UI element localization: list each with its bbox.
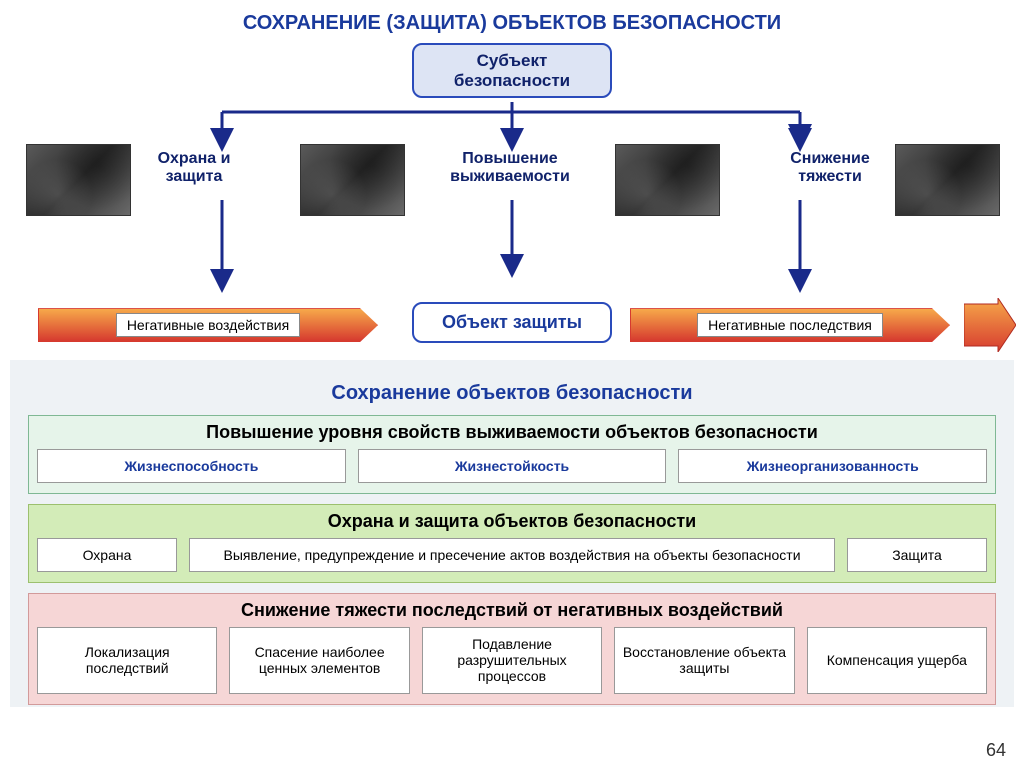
flow-row: Негативные воздействия Объект защиты Нег… [14, 302, 1010, 348]
sec2-item-1: Охрана [37, 538, 177, 572]
photo-4 [895, 144, 1000, 216]
connector-lines [0, 102, 1024, 302]
photo-3 [615, 144, 720, 216]
branch-2: Повышение выживаемости [300, 150, 720, 187]
sec3-item-5: Компенсация ущерба [807, 627, 987, 693]
flow-area: Охрана и защита Повышение выживаемости С… [0, 102, 1024, 302]
mega-section: Сохранение объектов безопасности Повышен… [10, 360, 1014, 706]
photo-1 [26, 144, 131, 216]
sec1-item-2: Жизнестойкость [358, 449, 667, 483]
flow-right-label: Негативные последствия [697, 313, 883, 337]
sec3-item-4: Восстановление объекта защиты [614, 627, 794, 693]
sec2-item-2: Выявление, предупреждение и пресечение а… [189, 538, 835, 572]
section-protection: Охрана и защита объектов безопасности Ох… [28, 504, 996, 583]
page-title: СОХРАНЕНИЕ (ЗАЩИТА) ОБЪЕКТОВ БЕЗОПАСНОСТ… [0, 0, 1024, 43]
branch-3: Снижение тяжести [760, 150, 1010, 187]
object-node: Объект защиты [412, 302, 612, 343]
flow-left-label: Негативные воздействия [116, 313, 300, 337]
section-survivability: Повышение уровня свойств выживаемости об… [28, 415, 996, 494]
flow-right-band: Негативные последствия [630, 308, 950, 342]
sec2-item-3: Защита [847, 538, 987, 572]
sec3-item-1: Локализация последствий [37, 627, 217, 693]
branch-3-label: Снижение тяжести [760, 150, 900, 187]
sec2-title: Охрана и защита объектов безопасности [37, 511, 987, 532]
end-arrow-icon [964, 298, 1016, 352]
photo-2 [300, 144, 405, 216]
sec3-title: Снижение тяжести последствий от негативн… [37, 600, 987, 621]
subject-node: Субъект безопасности [412, 43, 612, 98]
section-mitigation: Снижение тяжести последствий от негативн… [28, 593, 996, 704]
page-number: 64 [986, 740, 1006, 761]
mega-title: Сохранение объектов безопасности [14, 382, 1010, 405]
sec3-item-3: Подавление разрушительных процессов [422, 627, 602, 693]
flow-left-band: Негативные воздействия [38, 308, 378, 342]
branch-1: Охрана и защита [34, 150, 254, 187]
sec1-item-3: Жизнеорганизованность [678, 449, 987, 483]
sec1-title: Повышение уровня свойств выживаемости об… [37, 422, 987, 443]
sec3-item-2: Спасение наиболее ценных элементов [229, 627, 409, 693]
branch-1-label: Охрана и защита [134, 150, 254, 187]
sec1-item-1: Жизнеспособность [37, 449, 346, 483]
branch-2-label: Повышение выживаемости [410, 150, 610, 187]
